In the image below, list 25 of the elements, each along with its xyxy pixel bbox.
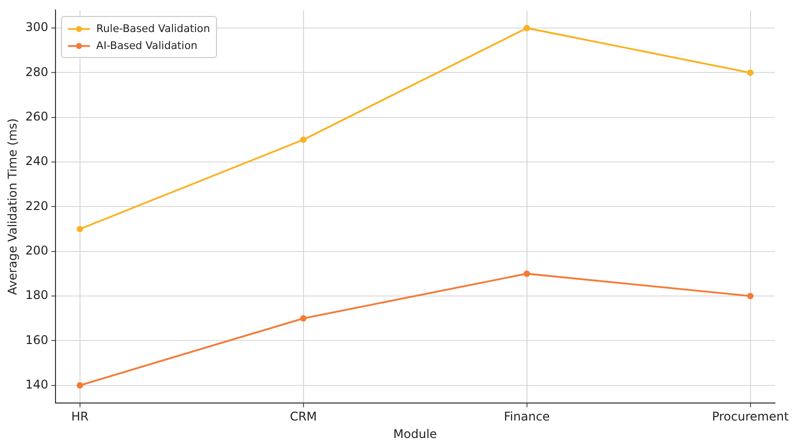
y-tick-label: 160 [25,332,48,347]
y-tick-label: 140 [25,377,48,392]
point [747,70,754,76]
point [300,315,307,322]
y-tick-label: 200 [25,243,48,258]
y-tick-label: 300 [25,20,48,34]
x-tick-label: Finance [504,410,550,424]
point [76,226,84,232]
x-tick-label: Procurement [712,410,789,424]
point [524,270,530,277]
y-tick-label: 220 [25,198,48,213]
legend-label: Rule-Based Validation [96,22,210,35]
y-tick-label: 280 [25,64,48,79]
y-tick-label: 240 [25,154,48,168]
legend-label: AI-Based Validation [96,40,198,52]
x-axis-title: Module [393,426,437,441]
point [76,382,84,389]
y-tick-label: 180 [25,288,48,302]
y-axis-title: Average Validation Time (ms) [5,118,20,296]
y-tick-label: 260 [25,110,48,124]
point [300,136,307,143]
x-tick-label: HR [71,410,89,424]
point [524,24,530,32]
x-tick-label: CRM [290,410,317,424]
point [747,292,754,300]
